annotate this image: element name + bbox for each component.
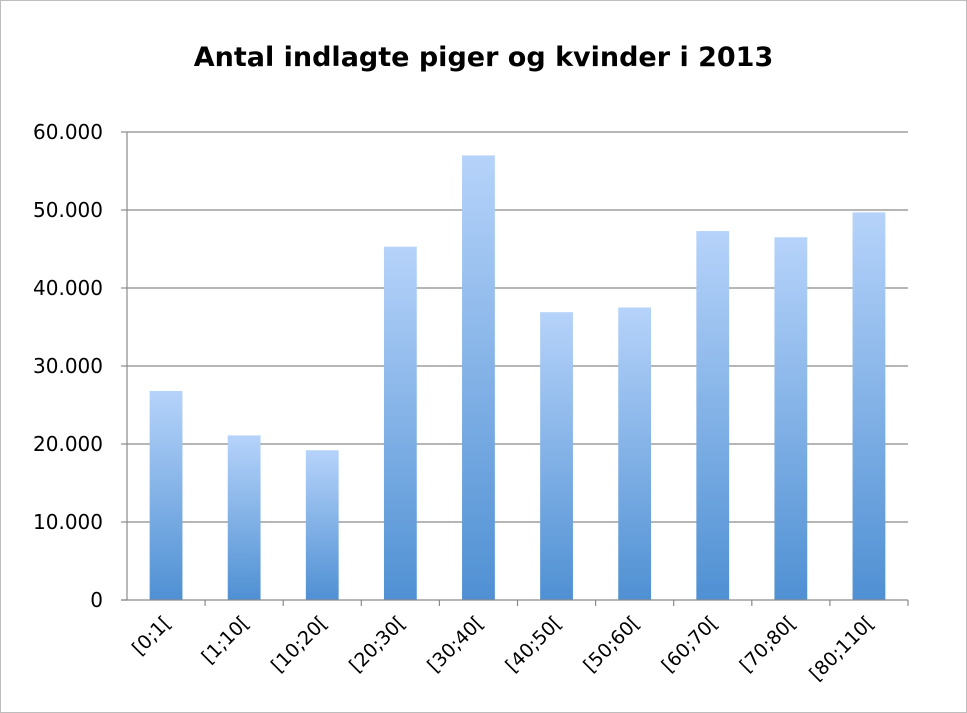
y-tick-label: 40.000 (33, 276, 103, 300)
x-category-label: [1;10[ (197, 612, 253, 668)
y-tick-label: 60.000 (33, 120, 103, 144)
x-category-label: [80;110[ (805, 612, 878, 685)
bars (149, 155, 886, 601)
bar (305, 450, 339, 600)
bar (462, 155, 495, 600)
y-tick-label: 20.000 (33, 432, 103, 456)
y-tick-label: 30.000 (33, 354, 103, 378)
x-category-label: [60;70[ (658, 612, 723, 677)
bar (618, 307, 652, 600)
chart-title: Antal indlagte piger og kvinder i 2013 (193, 42, 774, 73)
x-category-label: [0;1[ (128, 612, 176, 660)
bar (774, 237, 808, 601)
bar (383, 246, 417, 600)
x-category-label: [20;30[ (345, 612, 410, 677)
bar (696, 231, 730, 600)
x-category-label: [30;40[ (423, 612, 488, 677)
y-tick-label: 10.000 (33, 510, 103, 534)
x-category-label: [10;20[ (267, 612, 332, 677)
y-tick-label: 50.000 (33, 198, 103, 222)
bar (852, 212, 886, 600)
bar (227, 435, 261, 600)
x-axis-category-labels: [0;1[[1;10[[10;20[[20;30[[30;40[[40;50[[… (128, 612, 879, 685)
x-category-label: [50;60[ (579, 612, 644, 677)
y-tick-label: 0 (90, 588, 103, 612)
x-category-label: [70;80[ (736, 612, 801, 677)
x-category-label: [40;50[ (501, 612, 566, 677)
bar (540, 312, 573, 600)
bar (149, 390, 183, 600)
axes (121, 131, 909, 606)
y-axis-tick-labels: 0 10.000 20.000 30.000 40.000 50.000 60.000 (33, 120, 103, 612)
